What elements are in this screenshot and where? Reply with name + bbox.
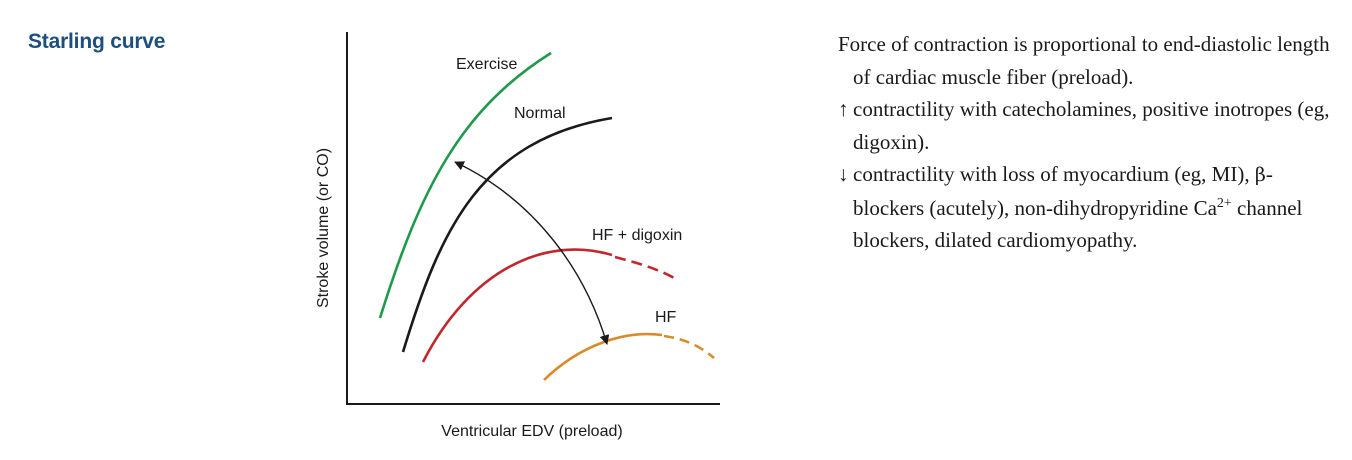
down-arrow-icon: ↓ — [838, 162, 849, 186]
double-arrow — [454, 161, 610, 345]
section-heading: Starling curve — [28, 30, 166, 53]
description-line-3: ↓ contractility with loss of myocardium (… — [838, 158, 1338, 257]
x-axis-label: Ventricular EDV (preload) — [441, 423, 622, 440]
description-line-1: Force of contraction is proportional to … — [838, 32, 1330, 89]
starling-curve-diagram: Exercise Normal HF + digoxin HF Ventricu… — [315, 32, 720, 440]
normal-label: Normal — [514, 105, 566, 122]
hf-curve — [543, 332, 663, 381]
hf-curve-dashed — [663, 334, 715, 359]
exercise-curve — [378, 51, 552, 319]
hf-digoxin-label: HF + digoxin — [592, 227, 682, 244]
description-line-2: ↑ contractility with catecholamines, posi… — [838, 93, 1338, 158]
description-text: Force of contraction is proportional to … — [838, 28, 1338, 257]
normal-curve — [401, 116, 613, 353]
hf-digoxin-curve-dashed — [614, 255, 677, 281]
hf-label: HF — [655, 309, 677, 326]
exercise-label: Exercise — [456, 56, 517, 73]
y-axis-label: Stroke volume (or CO) — [315, 148, 332, 308]
axes — [346, 32, 720, 405]
up-arrow-icon: ↑ — [838, 97, 849, 121]
hf-digoxin-curve — [421, 248, 613, 363]
